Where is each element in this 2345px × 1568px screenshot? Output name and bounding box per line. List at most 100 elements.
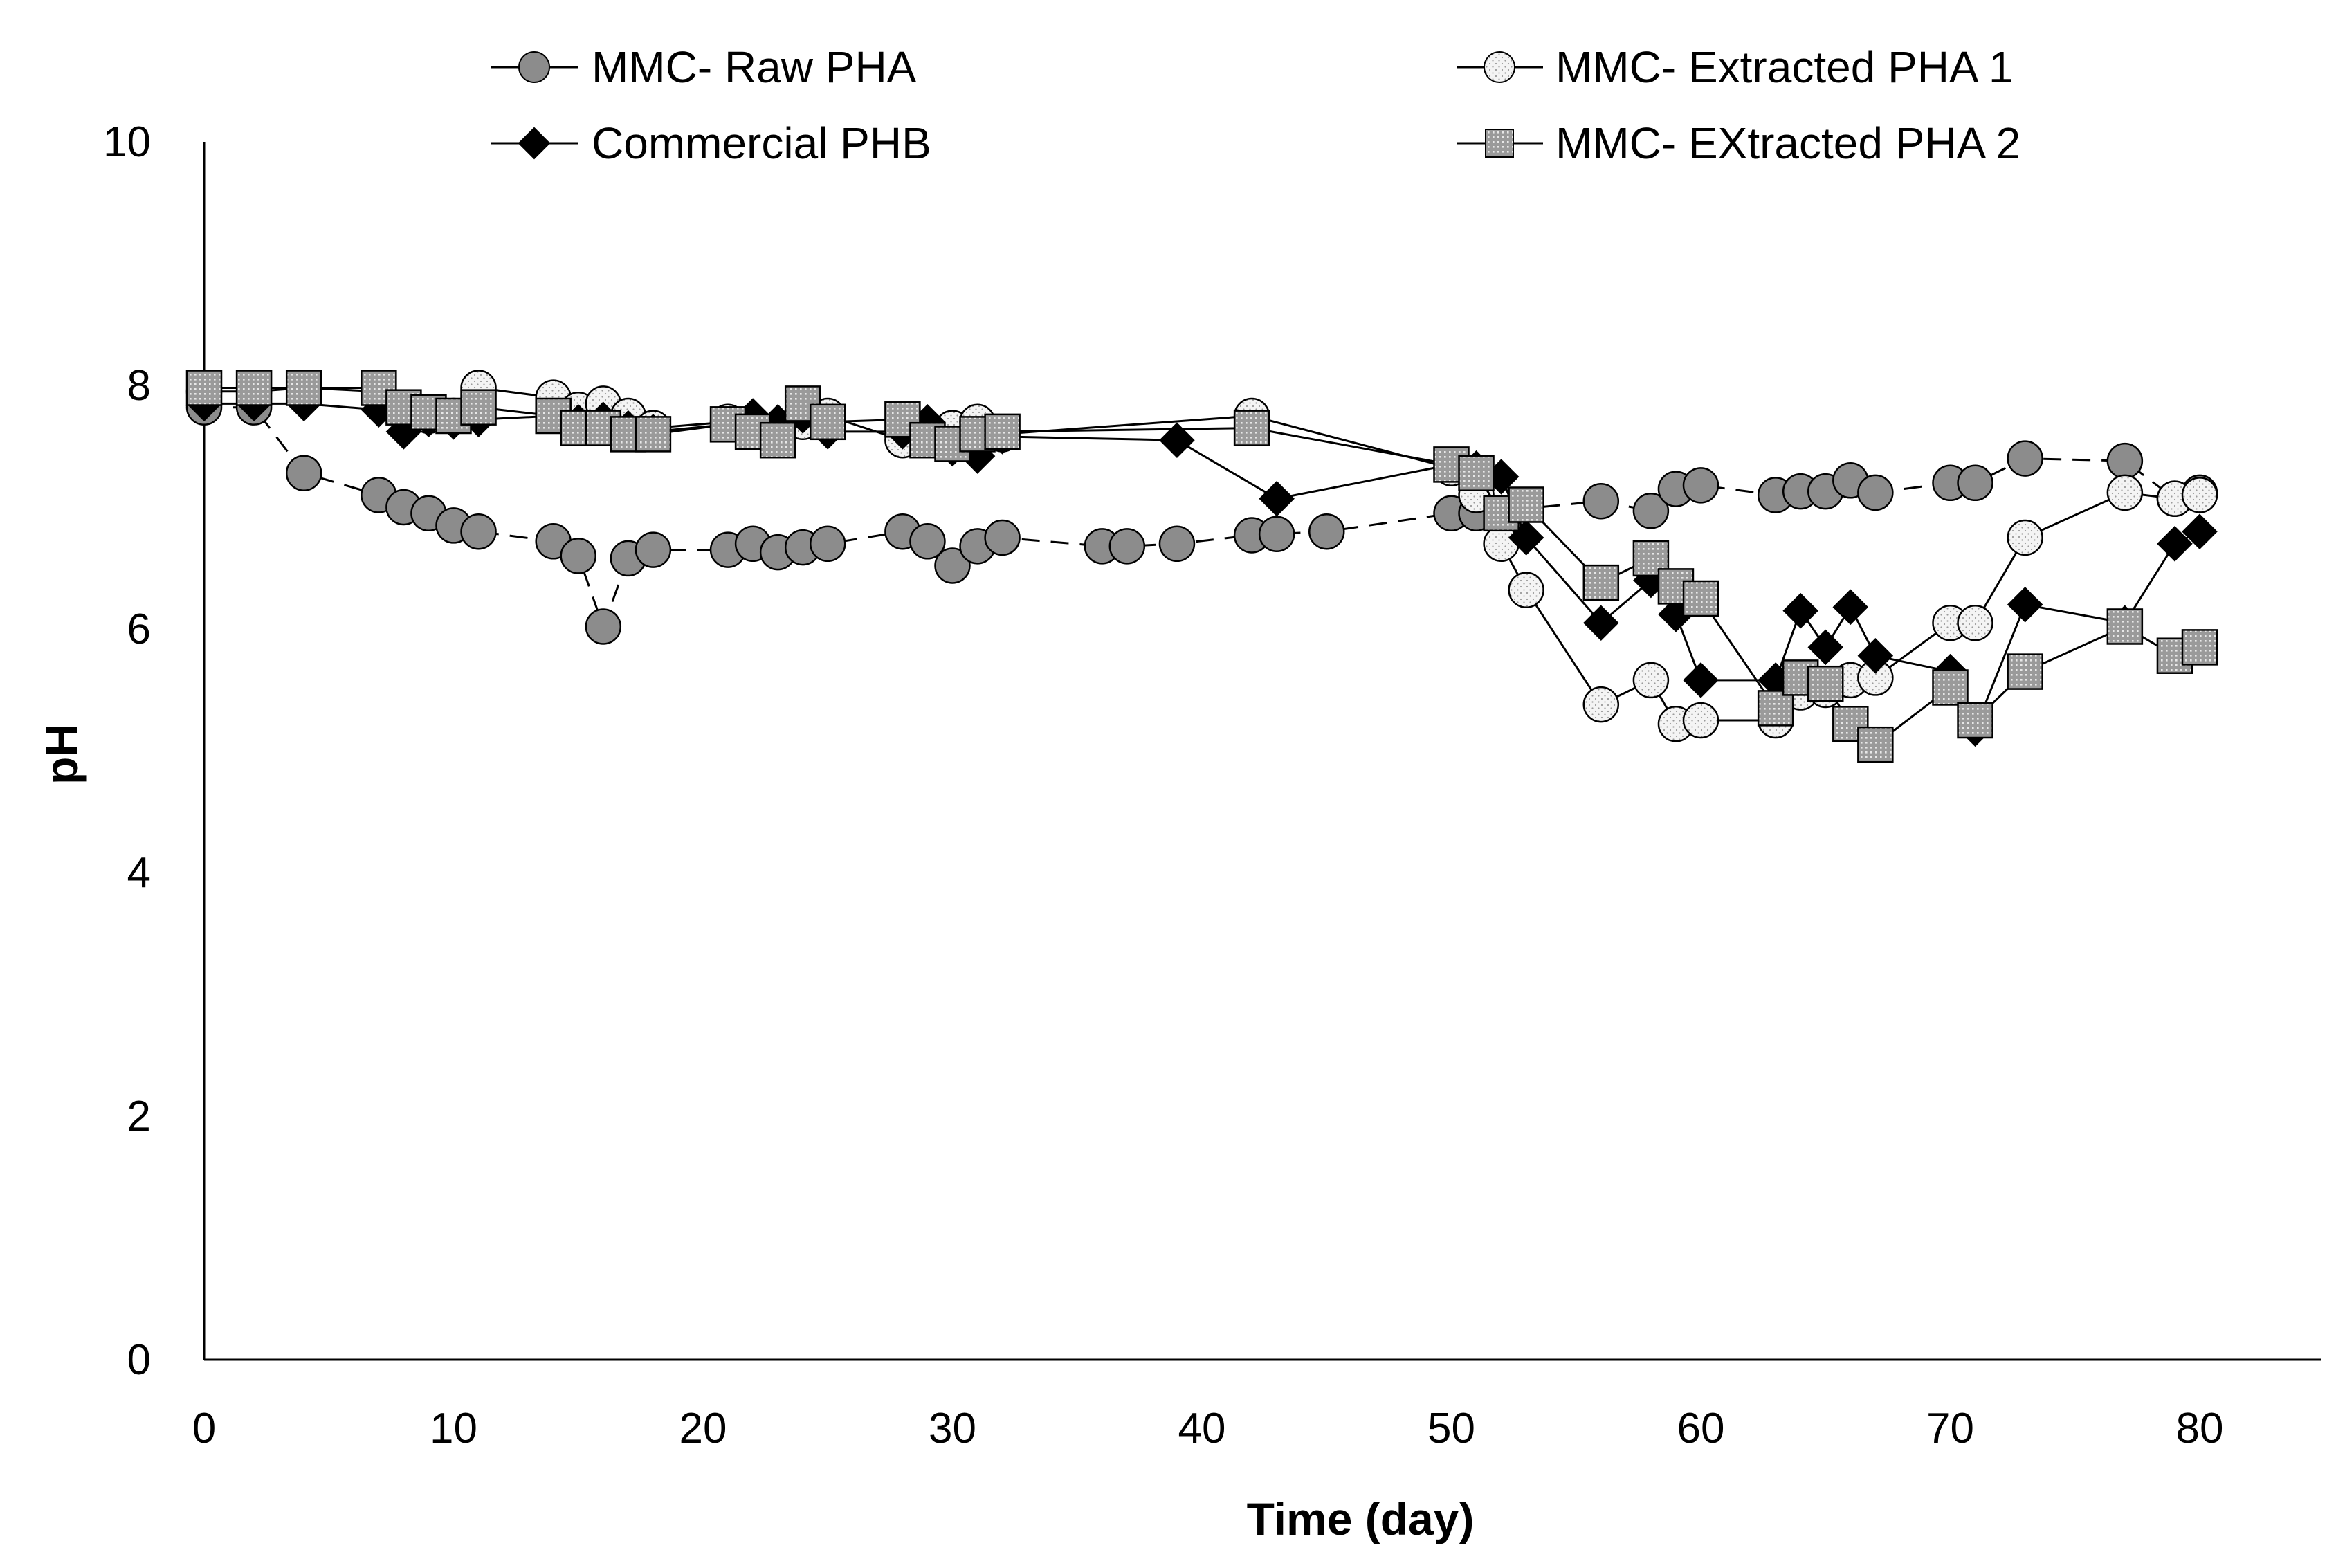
legend-marker-raw-pha [518,51,550,83]
data-point-extracted-pha-2 [1632,540,1670,577]
series-line-extracted-pha-1 [204,386,2200,725]
data-point-commercial-phb [1782,592,1818,629]
y-tick-label: 0 [127,1336,151,1384]
series-commercial-phb [186,385,2218,747]
data-point-commercial-phb [1683,662,1719,698]
data-point-extracted-pha-2 [759,421,796,459]
series-line-extracted-pha-2 [204,387,2200,747]
x-tick-label: 30 [929,1405,976,1452]
data-point-raw-pha [635,531,672,568]
data-point-extracted-pha-2 [2007,653,2043,690]
y-tick-labels: 0 2 4 6 8 10 [103,118,151,1384]
data-point-extracted-pha-2 [984,413,1021,450]
x-tick-label: 0 [192,1405,216,1452]
data-point-extracted-pha-2 [285,370,322,406]
series-line-commercial-phb [204,402,2200,732]
data-point-raw-pha [1957,464,1993,502]
data-point-extracted-pha-1 [1582,686,1620,723]
y-tick-label: 4 [127,849,151,897]
x-tick-label: 50 [1427,1405,1475,1452]
data-point-extracted-pha-2 [1932,669,1969,706]
data-point-raw-pha [934,547,971,584]
series-line-raw-pha [204,406,2200,630]
data-point-extracted-pha-2 [361,370,397,406]
data-point-commercial-phb [2157,526,2193,562]
x-tick-label: 60 [1677,1405,1725,1452]
data-point-extracted-pha-2 [635,416,672,453]
legend-item-raw-pha[interactable]: MMC- Raw PHA [491,42,917,92]
x-tick-label: 40 [1178,1405,1226,1452]
data-point-extracted-pha-2 [2181,629,2218,666]
y-tick-label: 6 [127,605,151,653]
data-point-extracted-pha-1 [2181,477,2218,513]
x-tick-label: 20 [679,1405,727,1452]
legend-marker-commercial-phb [518,127,551,160]
data-point-extracted-pha-2 [2106,608,2144,645]
data-point-raw-pha [1857,474,1894,511]
data-point-extracted-pha-2 [235,370,273,406]
x-tick-label: 80 [2176,1405,2224,1452]
data-point-raw-pha [460,513,497,550]
data-point-extracted-pha-2 [810,403,846,441]
legend: MMC- Raw PHA Commercial PHB MMC- Extract… [491,42,2020,168]
legend-item-commercial-phb[interactable]: Commercial PHB [491,118,931,168]
data-point-extracted-pha-1 [1483,525,1520,563]
data-point-extracted-pha-2 [1857,726,1894,763]
data-point-extracted-pha-2 [1508,486,1544,523]
data-point-raw-pha [1108,528,1146,565]
plot-area [185,370,2218,763]
x-tick-label: 10 [430,1405,477,1452]
data-point-commercial-phb [1807,629,1844,666]
data-point-commercial-phb [2007,587,2043,623]
legend-marker-extracted-pha-2 [1485,129,1514,158]
y-tick-label: 10 [103,118,151,166]
legend-item-extracted-pha-2[interactable]: MMC- EXtracted PHA 2 [1457,118,2020,168]
x-tick-label: 70 [1926,1405,1974,1452]
data-point-raw-pha [1632,493,1670,529]
data-point-commercial-phb [1159,422,1195,458]
data-point-extracted-pha-1 [1508,572,1544,608]
legend-label-commercial-phb: Commercial PHB [592,118,931,168]
data-point-raw-pha [560,538,596,574]
y-tick-label: 8 [127,362,151,410]
data-point-raw-pha [2007,440,2043,477]
data-point-extracted-pha-2 [185,370,223,406]
x-tick-labels: 0 10 20 30 40 50 60 70 80 [192,1405,2224,1452]
data-point-extracted-pha-2 [1832,706,1869,742]
data-point-commercial-phb [1259,480,1295,517]
series-extracted-pha-1 [185,370,2218,742]
data-point-extracted-pha-1 [1682,702,1719,739]
data-point-extracted-pha-2 [1682,580,1719,617]
legend-item-extracted-pha-1[interactable]: MMC- Extracted PHA 1 [1457,42,2014,92]
data-point-extracted-pha-2 [1757,690,1794,727]
data-point-extracted-pha-2 [1233,410,1270,446]
data-point-raw-pha [984,519,1021,556]
y-tick-label: 2 [127,1093,151,1140]
data-point-extracted-pha-2 [1957,702,1993,739]
data-point-extracted-pha-2 [460,389,497,426]
data-point-extracted-pha-2 [1582,564,1620,601]
data-point-commercial-phb [1857,637,1894,674]
y-axis-title: pH [36,724,87,785]
data-point-extracted-pha-1 [2007,519,2043,556]
legend-label-extracted-pha-2: MMC- EXtracted PHA 2 [1555,118,2020,168]
data-point-commercial-phb [2182,513,2218,549]
data-point-raw-pha [1682,467,1719,504]
x-axis-title: Time (day) [1247,1493,1475,1544]
data-point-raw-pha [909,523,946,560]
data-point-extracted-pha-1 [2106,474,2144,511]
series-extracted-pha-2 [185,370,2218,763]
data-point-commercial-phb [1832,589,1869,626]
data-point-raw-pha [1158,525,1196,563]
data-point-commercial-phb [1583,605,1619,641]
legend-label-extracted-pha-1: MMC- Extracted PHA 1 [1555,42,2014,92]
data-point-raw-pha [1582,482,1620,520]
data-point-extracted-pha-1 [1632,662,1670,699]
data-point-raw-pha [1308,513,1345,550]
data-point-raw-pha [285,455,322,491]
legend-marker-extracted-pha-1 [1484,51,1515,83]
data-point-raw-pha [2106,442,2144,480]
data-point-extracted-pha-2 [1458,455,1495,491]
data-point-extracted-pha-2 [1807,665,1844,702]
